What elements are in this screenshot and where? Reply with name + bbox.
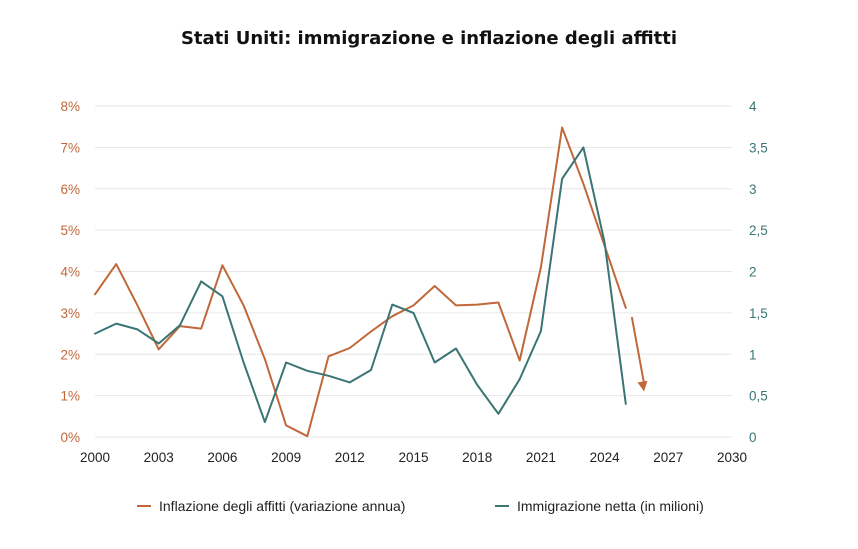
x-tick-label: 2021 xyxy=(526,450,556,465)
x-axis-ticks: 2000 2003 2006 2009 2012 2015 2018 2021 2024 2027… xyxy=(80,450,747,465)
left-tick-label: 8% xyxy=(60,99,80,114)
right-tick-label: 4 xyxy=(749,99,757,114)
x-tick-label: 2015 xyxy=(398,450,428,465)
x-tick-label: 2012 xyxy=(335,450,365,465)
left-tick-label: 2% xyxy=(60,347,80,362)
right-tick-label: 2 xyxy=(749,265,757,280)
x-tick-label: 2024 xyxy=(590,450,621,465)
right-tick-label: 0,5 xyxy=(749,389,768,404)
left-tick-label: 6% xyxy=(60,182,80,197)
x-tick-label: 2000 xyxy=(80,450,110,465)
right-axis-ticks: 0 0,5 1 1,5 2 2,5 3 3,5 4 xyxy=(749,99,768,445)
left-tick-label: 4% xyxy=(60,265,80,280)
gridlines xyxy=(95,105,732,438)
right-tick-label: 1 xyxy=(749,347,757,362)
right-tick-label: 3,5 xyxy=(749,140,768,155)
projection-arrow-shaft xyxy=(630,316,646,384)
series-lines xyxy=(94,126,648,438)
left-tick-label: 1% xyxy=(60,389,80,404)
x-tick-label: 2003 xyxy=(144,450,174,465)
right-tick-label: 3 xyxy=(749,182,757,197)
x-tick-label: 2006 xyxy=(207,450,237,465)
right-tick-label: 0 xyxy=(749,430,757,445)
x-tick-label: 2030 xyxy=(717,450,747,465)
left-tick-label: 3% xyxy=(60,306,80,321)
legend-swatch-immigration xyxy=(495,505,509,507)
left-axis-ticks: 0% 1% 2% 3% 4% 5% 6% 7% 8% xyxy=(60,99,80,445)
x-tick-label: 2009 xyxy=(271,450,301,465)
right-tick-label: 2,5 xyxy=(749,223,768,238)
legend-label-immigration: Immigrazione netta (in milioni) xyxy=(517,498,704,514)
legend-item-immigration: Immigrazione netta (in milioni) xyxy=(495,496,704,516)
legend-item-rent: Inflazione degli affitti (variazione ann… xyxy=(137,496,405,516)
legend-swatch-rent xyxy=(137,505,151,507)
right-tick-label: 1,5 xyxy=(749,306,768,321)
x-tick-label: 2018 xyxy=(462,450,492,465)
legend-label-rent: Inflazione degli affitti (variazione ann… xyxy=(159,498,406,514)
left-tick-label: 7% xyxy=(60,140,80,155)
net-immigration-line xyxy=(94,146,627,424)
chart-title: Stati Uniti: immigrazione e inflazione d… xyxy=(180,28,678,49)
projection-arrow-head xyxy=(637,380,648,392)
x-tick-label: 2027 xyxy=(653,450,683,465)
rent-inflation-line xyxy=(94,126,627,438)
left-tick-label: 0% xyxy=(60,430,80,445)
left-tick-label: 5% xyxy=(60,223,80,238)
